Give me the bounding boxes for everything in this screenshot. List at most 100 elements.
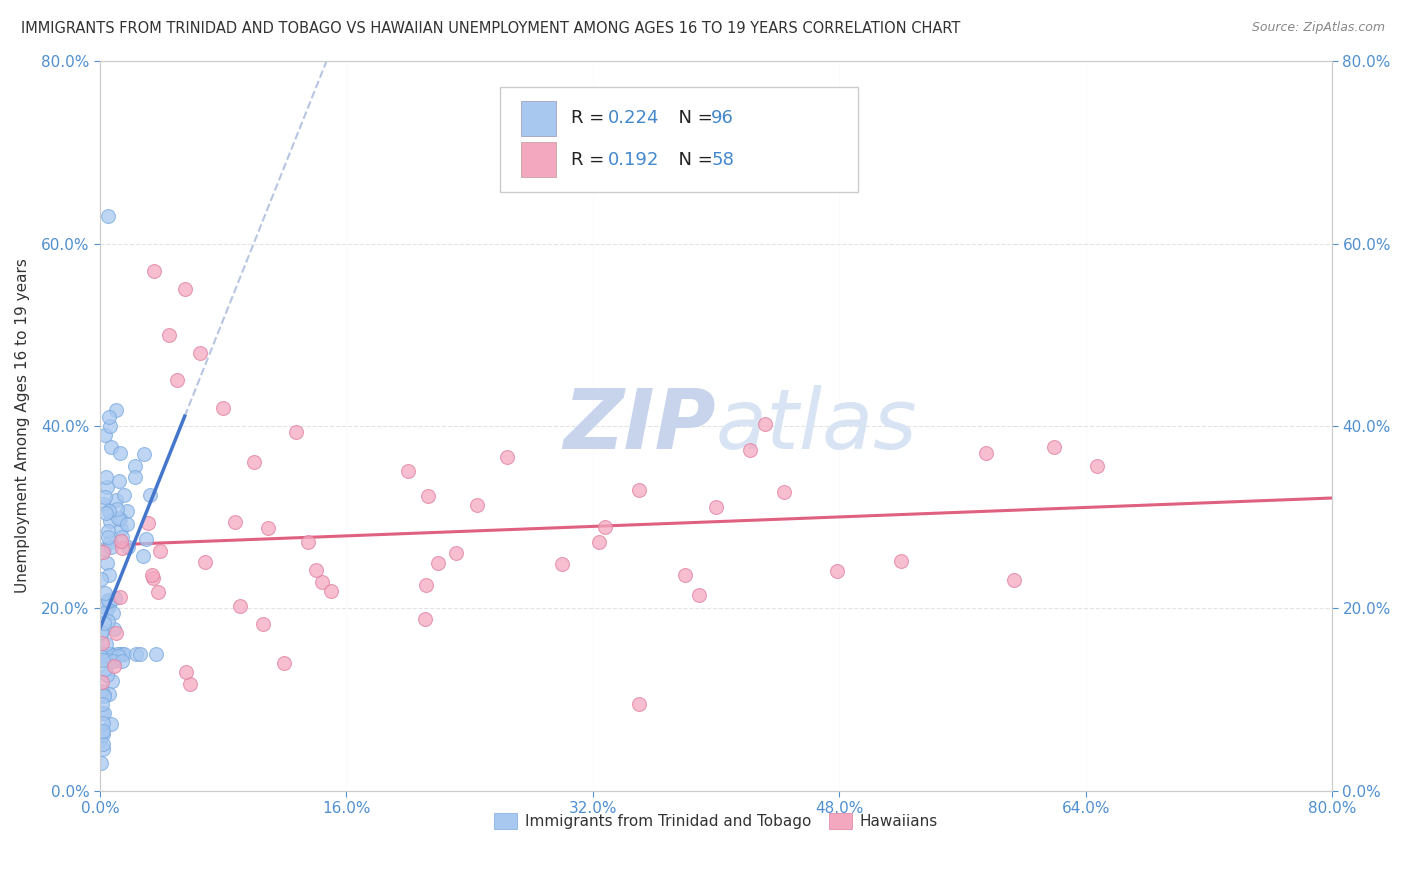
Point bbox=[105, 647, 128, 661]
Point bbox=[91, 545, 114, 559]
Point bbox=[96, 647, 118, 661]
Point bbox=[176, 665, 198, 679]
Point bbox=[115, 504, 138, 518]
Point bbox=[90, 647, 112, 661]
Point bbox=[103, 654, 125, 668]
Point bbox=[97, 653, 120, 667]
Point bbox=[112, 647, 135, 661]
Point bbox=[90, 647, 112, 661]
Point bbox=[98, 534, 121, 549]
Point bbox=[112, 488, 135, 502]
Point bbox=[104, 493, 127, 508]
Point bbox=[97, 209, 120, 223]
Point bbox=[415, 578, 437, 592]
Point bbox=[100, 540, 122, 554]
Point bbox=[91, 741, 114, 756]
Point bbox=[90, 674, 112, 689]
Point bbox=[93, 615, 115, 630]
Point bbox=[96, 637, 118, 651]
Point bbox=[138, 488, 160, 502]
Point bbox=[98, 504, 121, 518]
Point bbox=[311, 574, 333, 589]
Point bbox=[551, 558, 574, 572]
Point bbox=[890, 554, 912, 568]
Point bbox=[111, 530, 134, 544]
Point bbox=[103, 622, 125, 636]
Point bbox=[108, 647, 131, 661]
Point bbox=[107, 510, 129, 524]
Text: ZIP: ZIP bbox=[564, 385, 716, 467]
Point bbox=[754, 417, 776, 431]
Point bbox=[188, 346, 211, 360]
Point bbox=[1085, 458, 1108, 473]
Point bbox=[124, 647, 146, 661]
Point bbox=[94, 662, 117, 676]
Point bbox=[628, 697, 651, 711]
Point bbox=[105, 626, 128, 640]
Point bbox=[94, 490, 117, 504]
Point bbox=[91, 706, 114, 720]
Point bbox=[91, 725, 114, 739]
Point bbox=[108, 512, 131, 526]
Point bbox=[96, 556, 118, 570]
Point bbox=[974, 446, 997, 460]
Point bbox=[593, 520, 616, 534]
Point bbox=[117, 540, 139, 554]
Point bbox=[418, 489, 440, 503]
Point bbox=[212, 401, 235, 415]
Point bbox=[413, 612, 436, 626]
Text: R =: R = bbox=[571, 151, 610, 169]
Point bbox=[157, 327, 180, 342]
Point bbox=[94, 647, 117, 661]
Bar bbox=[522, 101, 555, 136]
Point bbox=[94, 586, 117, 600]
Point bbox=[98, 647, 121, 661]
Point bbox=[93, 541, 115, 556]
Point bbox=[97, 409, 120, 424]
Point bbox=[97, 594, 120, 608]
Point bbox=[98, 514, 121, 528]
Point bbox=[91, 497, 114, 511]
Point bbox=[93, 688, 115, 702]
Text: Source: ZipAtlas.com: Source: ZipAtlas.com bbox=[1251, 21, 1385, 34]
Point bbox=[117, 517, 139, 532]
Point bbox=[773, 485, 796, 500]
Point bbox=[90, 636, 112, 650]
Point bbox=[90, 573, 112, 587]
Point bbox=[89, 732, 111, 747]
Point bbox=[91, 715, 114, 730]
Point bbox=[93, 647, 115, 661]
Point bbox=[179, 676, 201, 690]
Point bbox=[825, 564, 848, 578]
Point bbox=[96, 506, 118, 520]
Legend: Immigrants from Trinidad and Tobago, Hawaiians: Immigrants from Trinidad and Tobago, Haw… bbox=[488, 806, 945, 836]
Point bbox=[90, 684, 112, 698]
Point bbox=[94, 605, 117, 619]
Text: atlas: atlas bbox=[716, 385, 918, 467]
Point bbox=[396, 465, 419, 479]
Point bbox=[256, 520, 278, 534]
Point bbox=[285, 425, 308, 439]
Point bbox=[108, 446, 131, 460]
Point bbox=[97, 647, 120, 661]
Text: 96: 96 bbox=[711, 109, 734, 127]
Point bbox=[97, 530, 120, 544]
Point bbox=[98, 419, 121, 434]
Point bbox=[149, 543, 172, 558]
Y-axis label: Unemployment Among Ages 16 to 19 years: Unemployment Among Ages 16 to 19 years bbox=[15, 259, 30, 593]
Text: 58: 58 bbox=[711, 151, 734, 169]
Point bbox=[105, 502, 128, 516]
Point bbox=[96, 480, 118, 494]
Text: N =: N = bbox=[666, 109, 718, 127]
Point bbox=[194, 555, 217, 569]
Point bbox=[124, 459, 146, 474]
Point bbox=[89, 647, 111, 661]
Point bbox=[91, 624, 114, 639]
Point bbox=[97, 647, 120, 661]
Point bbox=[297, 535, 319, 549]
Point bbox=[91, 653, 114, 667]
Point bbox=[110, 541, 132, 555]
Point bbox=[128, 647, 150, 661]
Point bbox=[148, 585, 170, 599]
Point bbox=[229, 599, 252, 614]
